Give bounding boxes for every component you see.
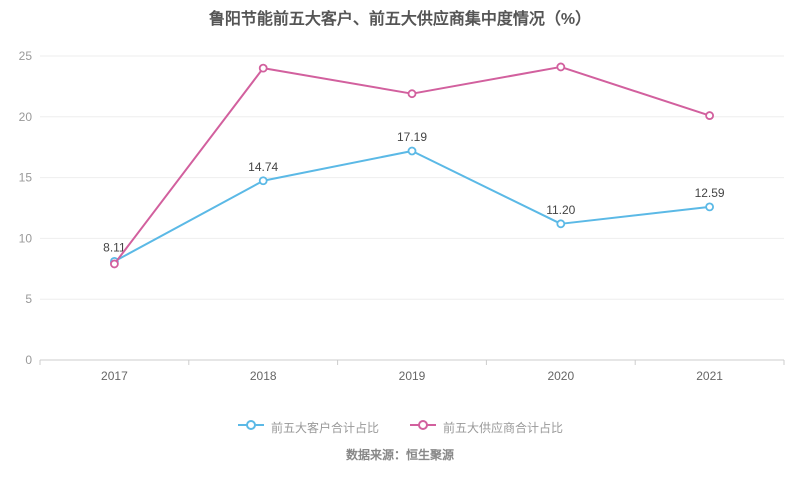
line-chart-canvas: 0 5 10 15 20 25 2017 2018 2019 2020 2021 8.11 14.74 1…: [19, 49, 785, 383]
line-marker-icon: [409, 418, 437, 436]
data-point-label: 11.20: [546, 203, 575, 217]
data-point: [705, 202, 714, 212]
y-tick-label: 15: [19, 171, 33, 185]
x-tick-label: 2020: [547, 369, 574, 383]
chart-title: 鲁阳节能前五大客户、前五大供应商集中度情况（%）: [208, 11, 592, 28]
series-line: [113, 149, 711, 263]
data-point-label: 8.11: [103, 240, 126, 254]
y-tick-label: 25: [19, 49, 33, 63]
x-tick-label: 2019: [399, 369, 426, 383]
data-point-label: 12.59: [695, 186, 725, 200]
data-source-label: 数据来源：恒生聚源: [345, 448, 454, 462]
data-point: [407, 146, 417, 156]
data-point: [556, 62, 566, 72]
y-tick-label: 10: [19, 231, 33, 245]
data-point-label: 17.19: [397, 130, 427, 144]
x-tick-label: 2018: [250, 369, 277, 383]
data-point: [407, 89, 417, 99]
data-point-label: 14.74: [248, 160, 278, 174]
x-tick-label: 2017: [101, 369, 128, 383]
legend-label-top5-suppliers: 前五大供应商合计占比: [443, 420, 564, 435]
data-point: [110, 259, 119, 269]
data-point: [258, 176, 268, 186]
y-tick-label: 0: [25, 353, 32, 367]
data-point: [705, 111, 714, 120]
y-tick-label: 20: [19, 110, 33, 124]
data-point: [556, 219, 566, 229]
data-point: [258, 63, 268, 73]
legend-label-top5-customers: 前五大客户合计占比: [270, 420, 379, 435]
x-tick-label: 2021: [696, 369, 723, 383]
y-tick-label: 5: [25, 292, 32, 306]
legend-item-top5-suppliers[interactable]: 前五大供应商合计占比: [409, 418, 563, 436]
line-marker-icon: [237, 418, 265, 436]
legend-item-top5-customers[interactable]: 前五大客户合计占比: [237, 418, 379, 436]
chart-legend: 前五大客户合计占比 前五大供应商合计占比: [0, 418, 800, 436]
